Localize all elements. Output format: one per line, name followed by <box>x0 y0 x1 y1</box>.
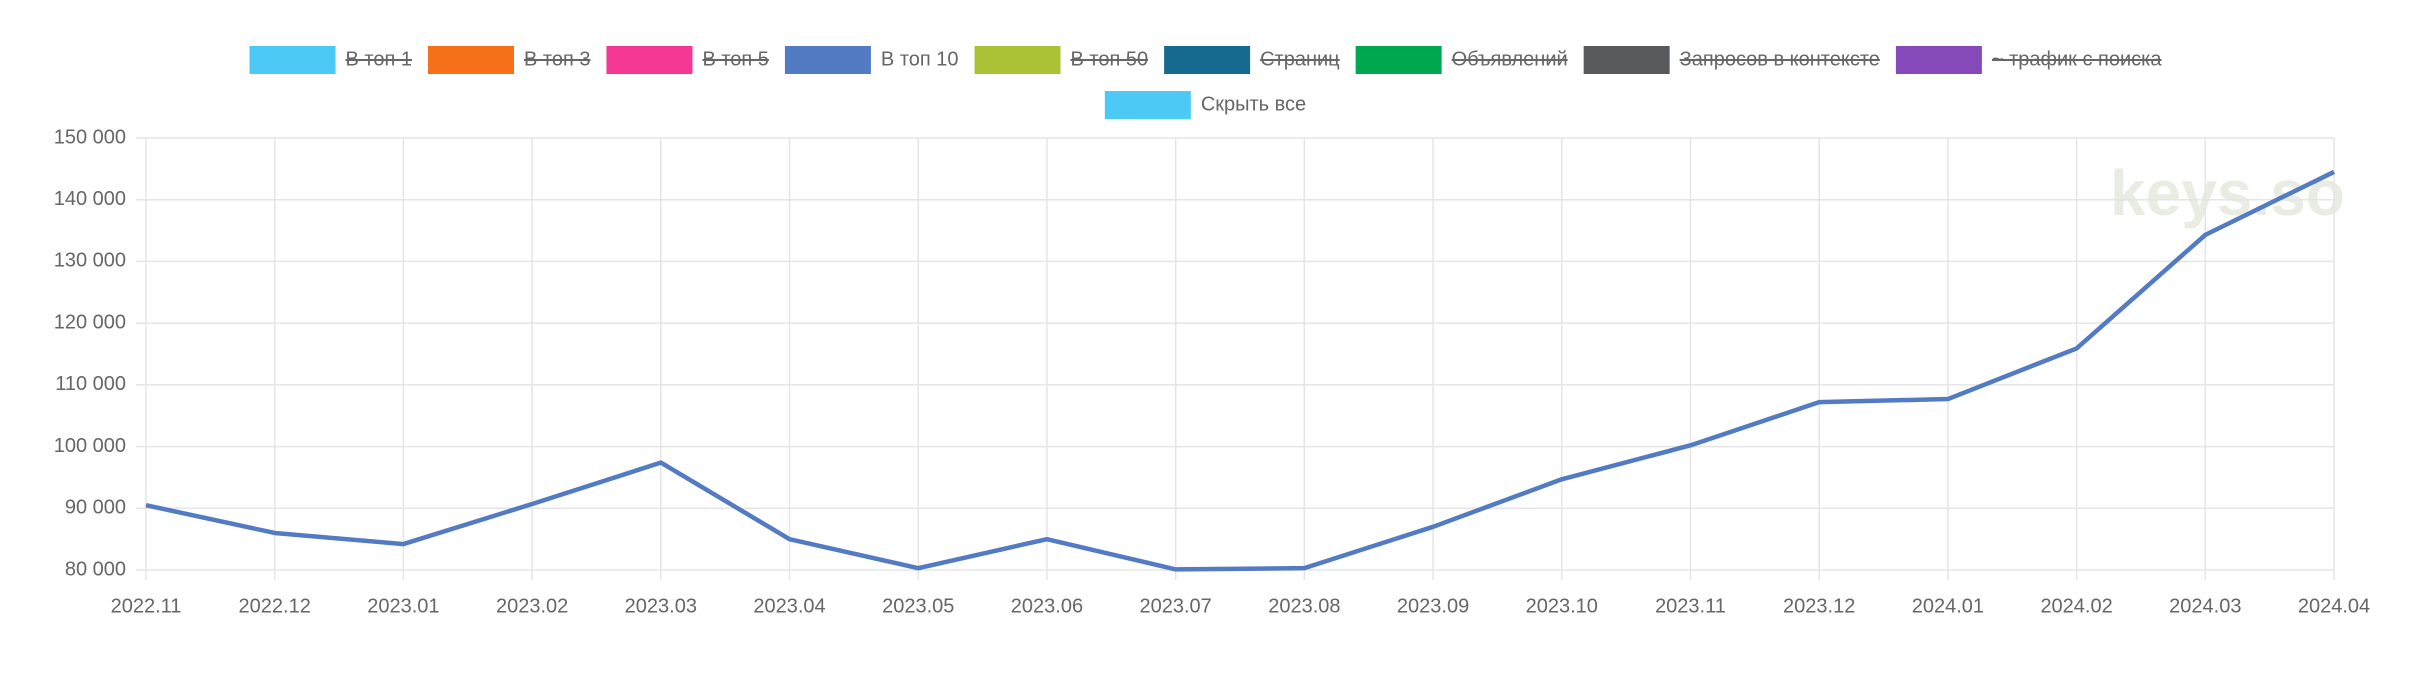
legend-swatch[interactable] <box>1164 46 1251 74</box>
legend-button[interactable] <box>1104 91 1191 119</box>
x-tick-label: 2023.07 <box>1139 595 1211 617</box>
x-tick-label: 2023.03 <box>625 595 697 617</box>
x-tick-label: 2023.04 <box>753 595 825 617</box>
legend-swatch[interactable] <box>784 46 871 74</box>
legend-label[interactable]: В топ 10 <box>881 48 959 70</box>
y-tick-label: 80 000 <box>65 558 126 580</box>
x-tick-label: 2023.02 <box>496 595 568 617</box>
x-tick-label: 2023.05 <box>882 595 954 617</box>
legend-swatch[interactable] <box>974 46 1061 74</box>
watermark: keys.so <box>2110 157 2345 229</box>
legend-swatch[interactable] <box>1355 46 1442 74</box>
legend-swatch[interactable] <box>1895 46 1982 74</box>
legend-swatch[interactable] <box>606 46 693 74</box>
x-tick-label: 2023.09 <box>1397 595 1469 617</box>
x-tick-label: 2022.12 <box>239 595 311 617</box>
x-tick-label: 2023.12 <box>1783 595 1855 617</box>
legend-swatch[interactable] <box>1583 46 1670 74</box>
x-tick-label: 2023.08 <box>1268 595 1340 617</box>
y-tick-label: 100 000 <box>54 435 126 457</box>
x-tick-label: 2023.01 <box>367 595 439 617</box>
y-tick-label: 130 000 <box>54 250 126 272</box>
y-tick-label: 110 000 <box>55 373 126 395</box>
x-tick-label: 2024.01 <box>1912 595 1984 617</box>
x-tick-label: 2022.11 <box>111 595 182 617</box>
y-tick-label: 150 000 <box>54 126 126 148</box>
y-tick-label: 120 000 <box>54 311 126 333</box>
y-tick-label: 90 000 <box>65 497 126 519</box>
x-tick-label: 2024.02 <box>2040 595 2112 617</box>
x-tick-label: 2024.03 <box>2169 595 2241 617</box>
y-tick-label: 140 000 <box>54 188 126 210</box>
x-tick-label: 2024.04 <box>2298 595 2370 617</box>
x-tick-label: 2023.11 <box>1655 595 1726 617</box>
legend-button-label[interactable]: Скрыть все <box>1201 93 1306 115</box>
legend-swatch[interactable] <box>249 46 336 74</box>
x-tick-label: 2023.06 <box>1011 595 1083 617</box>
line <box>145 169 2335 572</box>
legend-swatch[interactable] <box>427 46 514 74</box>
x-tick-label: 2023.10 <box>1526 595 1598 617</box>
